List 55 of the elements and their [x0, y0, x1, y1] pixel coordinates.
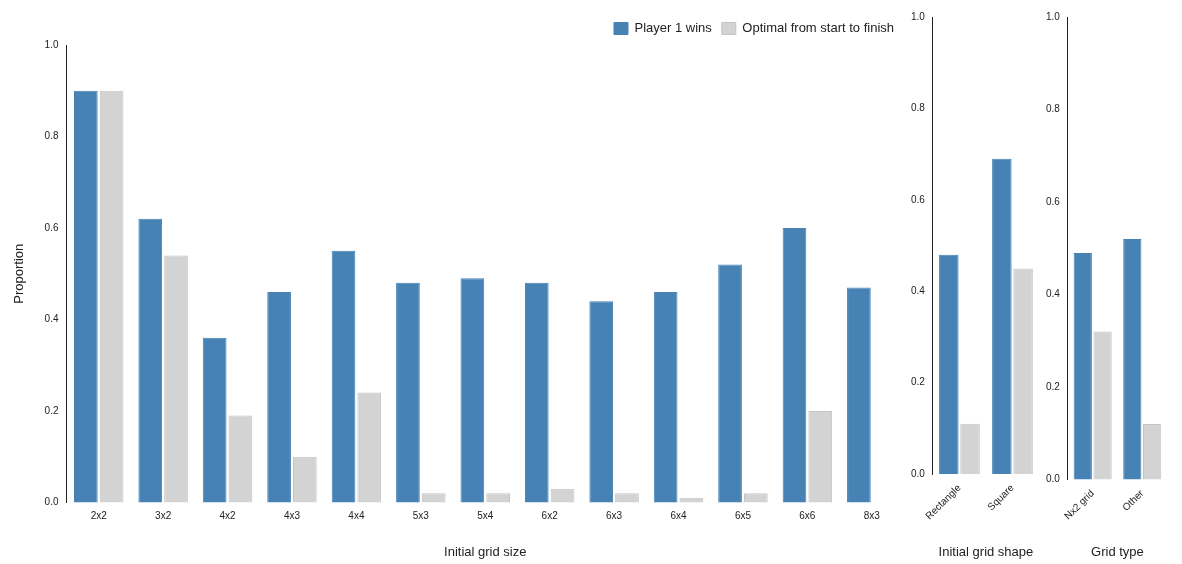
x-tick-label: 2x2: [90, 510, 108, 522]
y-tick-label: 0.8: [911, 102, 926, 114]
y-tick-label: 0.0: [1046, 473, 1061, 485]
bar: [847, 287, 871, 503]
y-tick-label: 0.6: [44, 221, 59, 233]
x-axis-title: Initial grid shape: [938, 543, 1034, 559]
x-tick-label: 8x3: [863, 510, 881, 522]
y-tick-label: 0.2: [1046, 380, 1061, 392]
y-tick-label: 0.4: [1046, 288, 1061, 300]
x-tick-label: 4x2: [219, 510, 237, 522]
x-tick-label: 5x4: [477, 510, 494, 522]
x-tick-label: 6x4: [670, 510, 688, 522]
y-tick-label: 1.0: [911, 10, 926, 22]
bar: [138, 218, 163, 503]
bar: [460, 278, 485, 503]
x-tick-label: 3x2: [155, 510, 172, 522]
bar: [73, 90, 98, 503]
x-axis-title: Grid type: [1091, 543, 1144, 559]
legend-label: Player 1 wins: [634, 20, 713, 36]
y-tick-label: 1.0: [1046, 10, 1061, 22]
y-tick-label: 0.6: [911, 193, 926, 205]
x-tick-label: 6x5: [734, 510, 752, 522]
y-tick-label: 0.4: [911, 284, 926, 296]
bar: [524, 282, 549, 503]
y-tick-label: 0.6: [1046, 195, 1061, 207]
y-tick-label: 0.2: [911, 376, 926, 388]
x-tick-label: 6x3: [606, 510, 623, 522]
bar: [992, 158, 1012, 475]
bar: [1073, 252, 1092, 480]
bar: [718, 264, 742, 503]
x-tick-label: 5x3: [412, 510, 430, 522]
bar: [331, 250, 356, 503]
x-tick-label: 6x2: [541, 510, 559, 522]
y-tick-label: 0.4: [44, 313, 59, 325]
y-axis-title: Proportion: [11, 243, 27, 304]
bar: [782, 227, 807, 503]
y-tick-label: 1.0: [44, 38, 59, 50]
bar: [202, 337, 227, 503]
x-tick-label: 4x4: [348, 510, 365, 522]
bar: [267, 292, 291, 503]
x-tick-label: 6x6: [799, 510, 816, 522]
bar: [939, 254, 959, 475]
x-tick-label: 4x3: [283, 510, 301, 522]
bar: [1123, 239, 1142, 480]
y-tick-label: 0.8: [1046, 103, 1061, 115]
legend-label: Optimal from start to finish: [742, 20, 895, 36]
bar: [396, 282, 420, 503]
bar: [653, 292, 678, 503]
y-tick-label: 0.8: [44, 130, 59, 142]
y-tick-label: 0.2: [44, 404, 59, 416]
y-tick-label: 0.0: [911, 467, 926, 479]
x-tick-label: Nx2 grid: [1061, 487, 1097, 522]
bar: [589, 301, 614, 503]
x-axis-title: Initial grid size: [444, 543, 527, 559]
y-tick-label: 0.0: [44, 496, 59, 508]
